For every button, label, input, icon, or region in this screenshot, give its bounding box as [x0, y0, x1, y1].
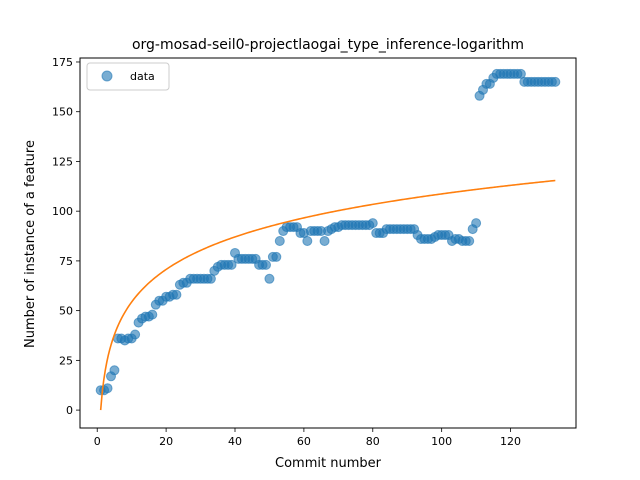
- y-tick-label: 150: [52, 106, 73, 119]
- legend: data: [86, 62, 170, 91]
- data-point: [147, 309, 158, 320]
- data-point: [319, 236, 330, 247]
- plot-frame: [79, 57, 577, 429]
- y-tick-label: 175: [52, 56, 73, 69]
- x-tick-label: 100: [431, 435, 452, 448]
- fit-curve: [99, 179, 556, 411]
- y-tick-label: 75: [59, 255, 73, 268]
- data-point: [102, 383, 113, 394]
- legend-marker: [101, 70, 113, 82]
- x-tick-label: 80: [366, 435, 380, 448]
- y-tick-label: 0: [66, 404, 73, 417]
- data-point: [109, 365, 120, 376]
- data-point: [130, 329, 141, 340]
- x-tick-label: 0: [94, 435, 101, 448]
- x-tick-label: 120: [500, 435, 521, 448]
- data-point: [471, 218, 482, 229]
- legend-box: [86, 62, 170, 91]
- x-tick-label: 40: [228, 435, 242, 448]
- x-axis-ticks: 0 20 40 60 80 100 120: [94, 428, 521, 448]
- y-tick-label: 125: [52, 155, 73, 168]
- y-tick-label: 100: [52, 205, 73, 218]
- data-point: [271, 251, 282, 262]
- plot-area: [95, 68, 561, 411]
- data-point: [264, 273, 275, 284]
- y-tick-label: 25: [59, 354, 73, 367]
- data-point: [171, 289, 182, 300]
- data-point: [302, 236, 313, 247]
- x-tick-label: 60: [297, 435, 311, 448]
- y-axis-ticks: 0 25 50 75 100 125 150 175: [52, 56, 80, 417]
- y-tick-label: 50: [59, 305, 73, 318]
- chart-title: org-mosad-seil0-projectlaogai_type_infer…: [132, 37, 524, 53]
- data-point: [367, 218, 378, 229]
- x-axis-label: Commit number: [275, 456, 382, 471]
- data-point: [226, 259, 237, 270]
- legend-label: data: [130, 70, 155, 83]
- x-tick-label: 20: [159, 435, 173, 448]
- data-point: [550, 76, 561, 87]
- data-point: [464, 236, 475, 247]
- data-point: [274, 236, 285, 247]
- data-point: [261, 259, 271, 270]
- y-axis-label: Number of instance of a feature: [23, 140, 38, 348]
